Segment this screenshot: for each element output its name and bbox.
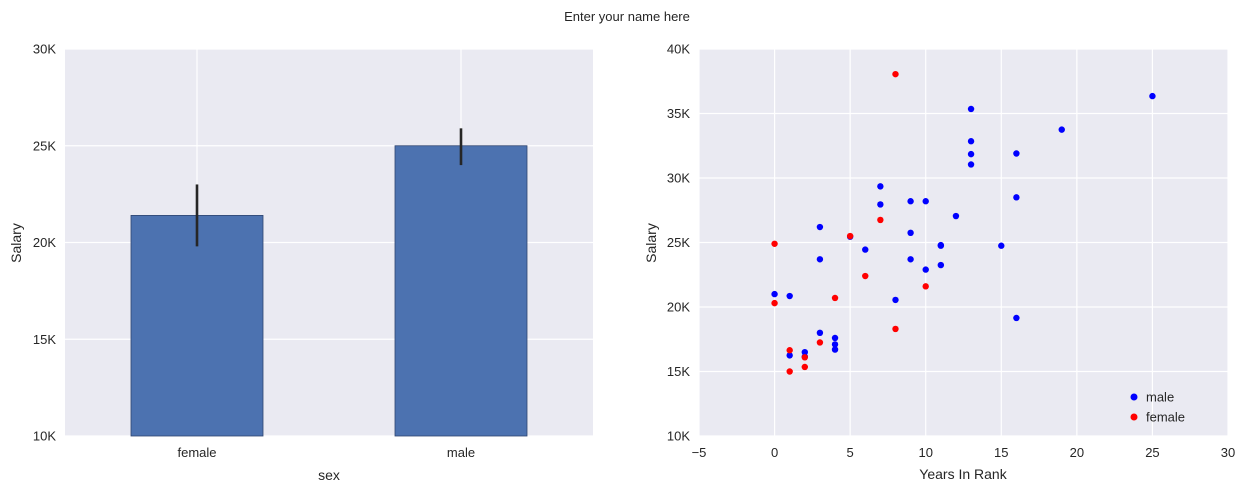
scatter-point-male [998,242,1005,249]
bar-chart-y-tick-label: 10K [33,429,56,444]
scatter-point-female [801,354,808,361]
scatter-point-female [892,325,899,333]
scatter-point-female [771,299,778,307]
figure-title: Enter your name here [564,9,690,24]
scatter-chart-x-tick-label: 30 [1221,445,1235,460]
scatter-point-male [1058,126,1065,133]
scatter-chart: 10K 15K 20K 25K 30K 35K 40K −5 0 5 10 15 20 25 30 Yea… [643,42,1235,483]
scatter-point-male [816,329,824,336]
scatter-point-female [862,272,869,280]
scatter-chart-x-axis-label: Years In Rank [919,466,1007,482]
scatter-point-male [967,138,975,145]
scatter-point-male [952,212,960,220]
scatter-point-female [922,283,929,290]
scatter-point-female [801,363,808,371]
bar-chart-bars [130,128,528,437]
scatter-point-male [786,292,793,300]
scatter-point-male [922,198,929,205]
scatter-chart-x-tick-label: 25 [1145,445,1159,460]
scatter-chart-y-tick-label: 10K [667,429,690,444]
bar-chart-x-tick-label: female [177,445,216,460]
scatter-point-male [831,341,839,348]
scatter-point-female [816,339,824,346]
scatter-point-male [816,256,824,263]
scatter-point-male [771,290,778,298]
scatter-chart-y-tick-label: 40K [667,42,690,57]
scatter-chart-y-tick-labels: 10K 15K 20K 25K 30K 35K 40K [667,42,690,444]
scatter-point-male [907,229,914,237]
scatter-chart-y-tick-label: 35K [667,106,690,121]
scatter-point-female [846,232,854,240]
scatter-chart-y-tick-label: 15K [667,364,690,379]
scatter-point-male [786,352,793,359]
scatter-chart-x-tick-label: 0 [771,445,778,460]
scatter-point-male [922,266,929,273]
scatter-chart-y-axis-label: Salary [643,223,659,263]
scatter-chart-x-tick-label: 15 [994,445,1008,460]
bar-chart-x-tick-label: male [447,445,475,460]
scatter-point-male [801,348,808,356]
bar-chart: 10K 15K 20K 25K 30K female male sex Salary [8,42,593,483]
bar-male [394,145,528,437]
bar-chart-y-axis-label: Salary [8,223,24,263]
scatter-point-male [937,261,945,269]
scatter-chart-y-tick-label: 30K [667,171,690,186]
bar-chart-y-tick-label: 15K [33,332,56,347]
scatter-point-male [1013,150,1020,157]
scatter-chart-points [771,70,1156,375]
scatter-chart-x-tick-label: 10 [918,445,932,460]
scatter-point-male [831,346,839,353]
scatter-point-male [937,242,945,249]
scatter-point-male [892,296,899,304]
scatter-point-male [967,150,975,158]
scatter-chart-y-tick-label: 20K [667,300,690,315]
legend-marker-male [1130,393,1138,401]
scatter-point-male [967,105,975,113]
scatter-chart-x-tick-label: −5 [692,445,707,460]
legend-label-male: male [1146,390,1174,405]
scatter-point-male [877,201,884,208]
bar-chart-y-tick-label: 30K [33,42,56,57]
bar-chart-y-tick-label: 25K [33,138,56,153]
scatter-point-male [1149,92,1156,100]
scatter-point-male [877,183,884,190]
scatter-point-male [831,334,839,342]
bar-chart-x-axis-label: sex [318,467,340,483]
scatter-point-female [892,70,899,78]
scatter-chart-legend: male female [1130,390,1185,425]
bar-chart-y-tick-label: 20K [33,235,56,250]
scatter-point-male [907,198,914,205]
bar-chart-x-tick-labels: female male [177,445,475,460]
scatter-point-female [771,240,778,247]
scatter-point-male [967,161,975,168]
scatter-point-male [1013,314,1020,322]
scatter-point-male [907,256,914,263]
legend-marker-female [1130,413,1138,421]
bar-female [130,215,264,437]
scatter-point-female [786,347,793,354]
scatter-point-female [831,294,839,302]
scatter-point-male [816,223,824,231]
legend-label-female: female [1146,410,1185,425]
scatter-chart-gridlines [698,48,1229,437]
scatter-chart-x-tick-label: 20 [1070,445,1084,460]
scatter-chart-y-tick-label: 25K [667,235,690,250]
scatter-chart-x-tick-labels: −5 0 5 10 15 20 25 30 [692,445,1236,460]
scatter-point-male [1013,194,1020,201]
scatter-point-male [862,246,869,253]
scatter-point-female [877,216,884,224]
scatter-point-female [786,368,793,375]
scatter-chart-x-tick-label: 5 [847,445,854,460]
bar-chart-y-tick-labels: 10K 15K 20K 25K 30K [33,42,56,444]
